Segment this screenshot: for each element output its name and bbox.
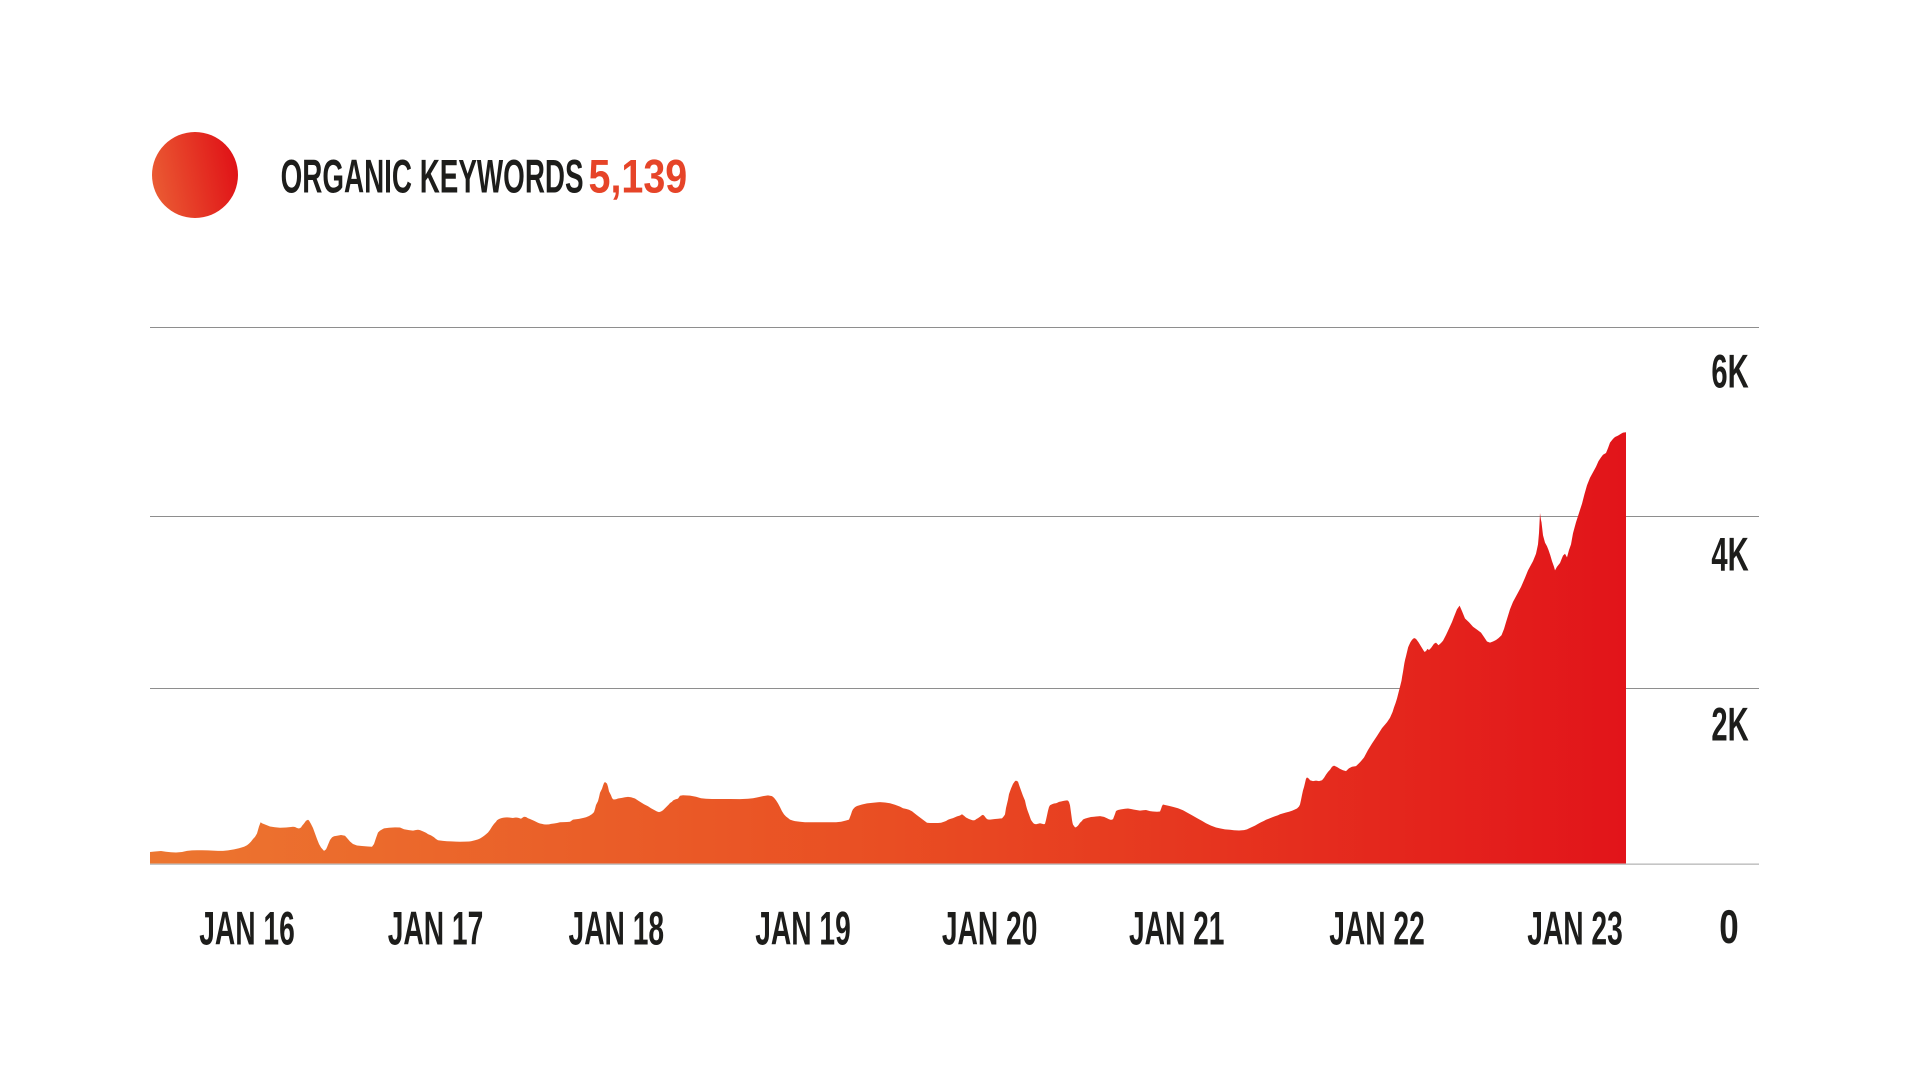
svg-text:JAN 23: JAN 23 [1527,903,1623,955]
svg-text:JAN 20: JAN 20 [942,903,1038,955]
svg-text:JAN 16: JAN 16 [199,903,295,955]
svg-text:JAN 18: JAN 18 [569,903,665,955]
svg-text:2K: 2K [1711,698,1749,751]
svg-text:ORGANIC KEYWORDS: ORGANIC KEYWORDS [281,151,584,203]
svg-text:5,139: 5,139 [589,151,688,203]
svg-text:JAN 21: JAN 21 [1129,903,1225,955]
svg-text:4K: 4K [1711,528,1749,581]
svg-text:JAN 17: JAN 17 [388,903,484,955]
svg-text:JAN 19: JAN 19 [755,903,851,955]
svg-text:6K: 6K [1711,345,1749,398]
svg-text:JAN 22: JAN 22 [1329,903,1425,955]
svg-text:0: 0 [1719,900,1738,954]
